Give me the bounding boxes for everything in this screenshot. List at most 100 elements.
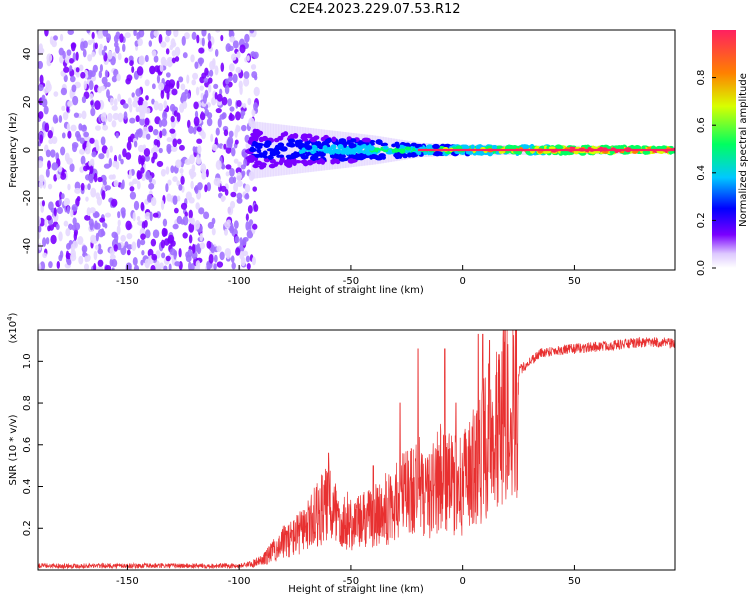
signal-blob bbox=[293, 151, 298, 157]
noise-blob bbox=[141, 250, 145, 256]
noise-blob bbox=[87, 54, 93, 62]
noise-blob bbox=[137, 144, 145, 153]
colorbar-gradient bbox=[712, 30, 736, 268]
noise-blob bbox=[56, 206, 64, 215]
signal-blob bbox=[341, 147, 347, 153]
noise-blob bbox=[246, 55, 250, 62]
noise-blob bbox=[182, 52, 188, 59]
noise-blob bbox=[145, 95, 149, 101]
noise-blob bbox=[234, 235, 240, 244]
noise-blob bbox=[199, 85, 205, 91]
noise-blob bbox=[69, 163, 75, 173]
noise-blob bbox=[107, 112, 113, 123]
colorbar-tick-label: 0.2 bbox=[696, 212, 707, 228]
noise-blob bbox=[172, 223, 179, 230]
noise-blob bbox=[226, 138, 233, 149]
noise-blob bbox=[225, 171, 230, 177]
signal-blob bbox=[304, 144, 313, 151]
noise-blob bbox=[62, 50, 66, 60]
noise-blob bbox=[45, 149, 51, 158]
noise-blob bbox=[129, 103, 133, 113]
noise-blob bbox=[65, 228, 71, 237]
noise-blob bbox=[245, 213, 249, 222]
noise-blob bbox=[90, 107, 96, 117]
signal-blob bbox=[395, 142, 401, 149]
noise-blob bbox=[194, 219, 201, 230]
noise-blob bbox=[184, 32, 190, 40]
noise-blob bbox=[160, 200, 165, 211]
noise-blob bbox=[131, 241, 137, 251]
noise-blob bbox=[169, 103, 176, 112]
noise-blob bbox=[103, 163, 111, 169]
noise-blob bbox=[39, 134, 44, 144]
noise-blob bbox=[136, 66, 144, 76]
signal-blob bbox=[249, 147, 257, 153]
noise-blob bbox=[252, 51, 259, 59]
noise-blob bbox=[136, 215, 141, 222]
signal-blob bbox=[414, 143, 420, 149]
colorbar-tick-label: 0.8 bbox=[696, 70, 707, 86]
noise-blob bbox=[62, 111, 69, 121]
noise-blob bbox=[136, 171, 143, 180]
noise-blob bbox=[193, 116, 200, 127]
noise-blob bbox=[172, 176, 178, 183]
noise-blob bbox=[75, 130, 81, 139]
noise-blob bbox=[251, 108, 256, 117]
noise-blob bbox=[194, 61, 199, 70]
noise-blob bbox=[158, 82, 165, 91]
noise-blob bbox=[124, 241, 129, 248]
noise-blob bbox=[66, 157, 73, 165]
noise-blob bbox=[140, 201, 145, 211]
noise-blob bbox=[100, 228, 105, 237]
noise-blob bbox=[83, 263, 90, 270]
noise-blob bbox=[191, 31, 197, 41]
noise-blob bbox=[106, 148, 110, 159]
noise-blob bbox=[150, 238, 157, 247]
signal-blob bbox=[359, 145, 364, 150]
noise-blob bbox=[173, 110, 178, 117]
noise-blob bbox=[117, 52, 122, 61]
signal-blob bbox=[399, 148, 406, 154]
noise-blob bbox=[225, 164, 232, 170]
signal-blob bbox=[391, 143, 397, 148]
signal-blob bbox=[269, 158, 276, 164]
noise-blob bbox=[66, 106, 70, 113]
colorbar-label: Normalized spectral amplitude bbox=[738, 73, 749, 227]
signal-blob bbox=[283, 131, 289, 137]
noise-blob bbox=[111, 105, 118, 111]
signal-blob bbox=[400, 153, 407, 157]
noise-blob bbox=[163, 100, 168, 109]
noise-blob bbox=[198, 47, 205, 54]
signal-halo bbox=[286, 125, 291, 175]
signal-halo bbox=[264, 122, 269, 178]
noise-blob bbox=[201, 37, 205, 47]
noise-blob bbox=[209, 60, 216, 70]
noise-blob bbox=[72, 95, 79, 106]
noise-blob bbox=[197, 145, 202, 154]
noise-blob bbox=[66, 123, 71, 132]
signal-blob bbox=[309, 138, 316, 142]
noise-blob bbox=[139, 155, 146, 164]
noise-blob bbox=[112, 112, 120, 121]
spectrogram-x-label: Height of straight line (km) bbox=[288, 285, 424, 296]
noise-blob bbox=[168, 263, 172, 270]
noise-blob bbox=[174, 261, 181, 267]
noise-blob bbox=[165, 183, 169, 193]
noise-blob bbox=[44, 217, 48, 228]
noise-blob bbox=[182, 232, 188, 239]
noise-blob bbox=[128, 169, 132, 180]
noise-blob bbox=[211, 96, 217, 106]
noise-blob bbox=[74, 181, 81, 191]
spectrogram-panel: -150 -100 -50 0 50 -40 -20 0 20 40 Height of str… bbox=[8, 29, 676, 296]
noise-blob bbox=[91, 37, 95, 44]
noise-blob bbox=[144, 211, 151, 220]
noise-blob bbox=[151, 83, 156, 90]
noise-blob bbox=[142, 126, 149, 134]
noise-blob bbox=[99, 85, 106, 91]
signal-blob bbox=[312, 147, 319, 151]
noise-blob bbox=[252, 223, 258, 230]
noise-blob bbox=[75, 51, 79, 61]
noise-blob bbox=[180, 202, 188, 210]
snr-x-tick-label: 0 bbox=[459, 576, 465, 587]
noise-blob bbox=[84, 184, 88, 190]
